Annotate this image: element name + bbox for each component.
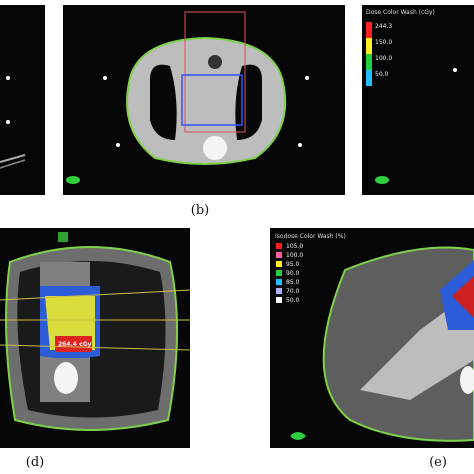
legend-swatch [276, 279, 282, 285]
legend-swatch [276, 297, 282, 303]
caption: (d) [26, 455, 44, 470]
legend-value: 50.0 [375, 71, 389, 78]
dose-label: 264.4 cGy [58, 341, 92, 348]
legend-value: 100.0 [286, 252, 303, 259]
legend-value: 50.0 [286, 297, 300, 304]
legend-title: Dose Color Wash (cGy) [366, 9, 435, 16]
panel-a [0, 5, 45, 195]
legend-value: 95.0 [286, 261, 300, 268]
legend-value: 85.0 [286, 279, 300, 286]
caption: (e) [429, 455, 447, 470]
legend-value: 150.0 [375, 39, 392, 46]
legend-value: 105.0 [286, 243, 303, 250]
legend-swatch [276, 243, 282, 249]
panel-c: Dose Color Wash (cGy) 244.3 150.0 100.0 50.… [362, 5, 474, 195]
legend-swatch [276, 252, 282, 258]
legend-swatch [366, 38, 372, 54]
legend-swatch [366, 54, 372, 70]
legend-value: 100.0 [375, 55, 392, 62]
legend-title: Isodose Color Wash (%) [275, 233, 346, 240]
legend-swatch [366, 70, 372, 86]
panel-e: Isodose Color Wash (%) 105.0 100.0 95.0 90.… [270, 228, 474, 448]
panel-d: 264.4 cGy [0, 228, 191, 448]
legend-value: 90.0 [286, 270, 300, 277]
legend-swatch [276, 261, 282, 267]
panel-b [63, 5, 345, 195]
legend-value: 70.0 [286, 288, 300, 295]
legend-swatch [276, 288, 282, 294]
caption: (b) [191, 203, 209, 218]
legend-value: 244.3 [375, 23, 392, 30]
legend-swatch [276, 270, 282, 276]
legend-swatch [366, 22, 372, 38]
